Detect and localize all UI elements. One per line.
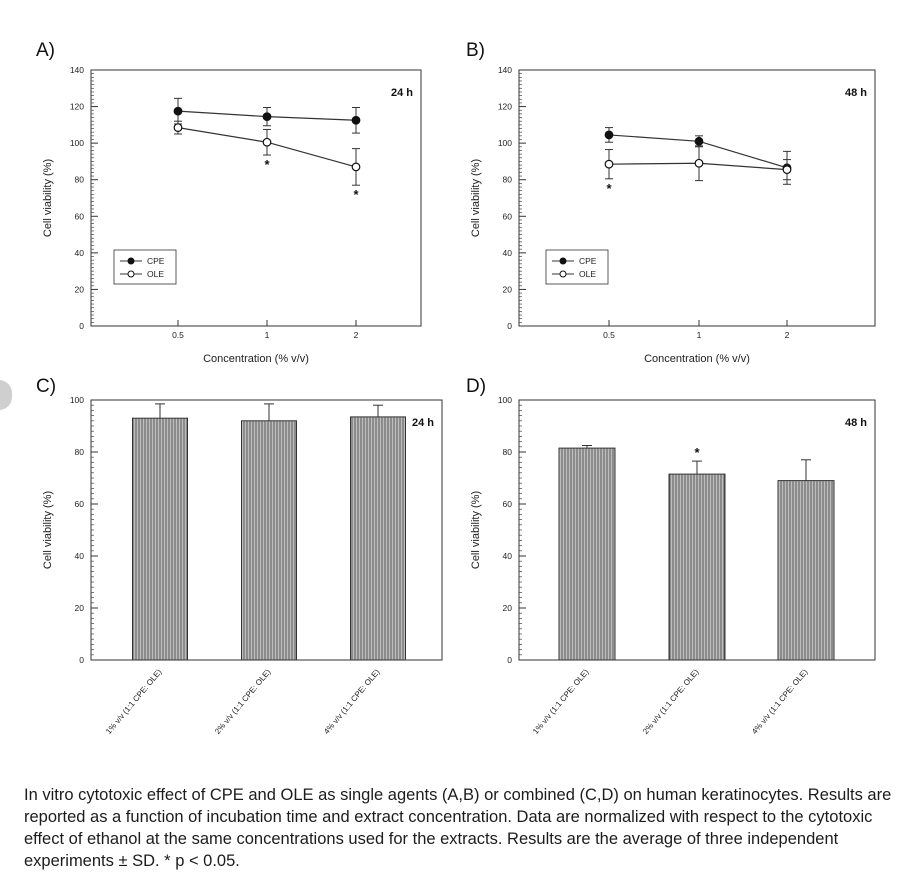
x-tick-label: 2 (354, 330, 359, 340)
panel-label: A) (36, 40, 55, 61)
y-tick-label: 60 (75, 499, 85, 509)
data-point-ole (694, 158, 704, 168)
data-point-cpe (262, 112, 272, 122)
data-point-ole (173, 123, 183, 132)
bar (668, 473, 726, 661)
legend-marker (127, 270, 135, 278)
legend-label: OLE (147, 269, 164, 279)
y-axis-label: Cell viability (%) (470, 491, 482, 569)
y-axis-label: Cell viability (%) (470, 159, 482, 237)
data-point-ole (604, 159, 614, 169)
y-axis-label: Cell viability (%) (42, 159, 54, 237)
y-tick-label: 20 (503, 284, 513, 294)
x-axis-label: Concentration (% v/v) (644, 353, 750, 365)
data-point-cpe (604, 130, 614, 140)
panel-title: 48 h (845, 417, 867, 429)
y-tick-label: 20 (75, 603, 85, 613)
x-tick-label: 4% v/v (1:1 CPE: OLE) (322, 667, 382, 736)
y-tick-label: 120 (498, 102, 512, 112)
bar (241, 420, 297, 661)
x-tick-label: 0.5 (603, 330, 615, 340)
data-point-ole (262, 137, 272, 147)
y-tick-label: 60 (75, 211, 85, 221)
legend-box (113, 249, 177, 285)
figure-caption: In vitro cytotoxic effect of CPE and OLE… (24, 786, 892, 870)
data-point-ole (782, 165, 792, 175)
legend-label: CPE (147, 256, 165, 266)
bar (132, 417, 188, 661)
y-tick-label: 80 (75, 447, 85, 457)
y-tick-label: 40 (75, 551, 85, 561)
y-tick-label: 40 (75, 248, 85, 258)
y-tick-label: 80 (75, 175, 85, 185)
data-point-cpe (173, 106, 183, 116)
y-tick-label: 40 (503, 551, 513, 561)
x-tick-label: 1 (697, 330, 702, 340)
y-tick-label: 120 (70, 102, 84, 112)
y-tick-label: 80 (503, 447, 513, 457)
significance-marker: * (694, 445, 700, 460)
panel-title: 24 h (412, 417, 434, 429)
y-axis-label: Cell viability (%) (42, 491, 54, 569)
y-tick-label: 100 (70, 138, 84, 148)
panel-label: D) (466, 376, 486, 397)
y-tick-label: 100 (70, 395, 84, 405)
y-tick-label: 0 (79, 655, 84, 665)
bar (350, 416, 406, 661)
x-tick-label: 2% v/v (1:1 CPE: OLE) (213, 667, 273, 736)
legend-box (545, 249, 609, 285)
x-tick-label: 1% v/v (1:1 CPE: OLE) (531, 667, 591, 736)
x-tick-label: 1 (265, 330, 270, 340)
panel-title: 24 h (391, 87, 413, 99)
panel-label: C) (36, 376, 56, 397)
y-tick-label: 100 (498, 138, 512, 148)
data-point-cpe (694, 136, 704, 146)
panel-label: B) (466, 40, 485, 61)
y-tick-label: 0 (507, 655, 512, 665)
y-tick-label: 40 (503, 248, 513, 258)
y-tick-label: 0 (507, 321, 512, 331)
y-tick-label: 20 (75, 284, 85, 294)
panel-title: 48 h (845, 87, 867, 99)
x-axis-label: Concentration (% v/v) (203, 353, 309, 365)
y-tick-label: 140 (498, 65, 512, 75)
legend-marker (559, 257, 567, 265)
x-tick-label: 2 (785, 330, 790, 340)
data-point-cpe (351, 115, 361, 125)
plot-frame (90, 69, 422, 327)
y-tick-label: 0 (79, 321, 84, 331)
legend-label: OLE (579, 269, 596, 279)
bar (558, 447, 616, 661)
data-point-ole (351, 162, 361, 172)
y-tick-label: 100 (498, 395, 512, 405)
significance-marker: * (264, 157, 270, 172)
side-tab (0, 380, 12, 410)
significance-marker: * (606, 181, 612, 196)
x-tick-label: 1% v/v (1:1 CPE: OLE) (104, 667, 164, 736)
y-tick-label: 140 (70, 65, 84, 75)
legend-marker (559, 270, 567, 278)
x-tick-label: 2% v/v (1:1 CPE: OLE) (641, 667, 701, 736)
y-tick-label: 80 (503, 175, 513, 185)
y-tick-label: 60 (503, 211, 513, 221)
plot-frame (518, 69, 876, 327)
bar (777, 480, 835, 661)
legend-label: CPE (579, 256, 597, 266)
y-tick-label: 60 (503, 499, 513, 509)
significance-marker: * (353, 187, 359, 202)
x-tick-label: 0.5 (172, 330, 184, 340)
x-tick-label: 4% v/v (1:1 CPE: OLE) (750, 667, 810, 736)
legend-marker (127, 257, 135, 265)
y-tick-label: 20 (503, 603, 513, 613)
